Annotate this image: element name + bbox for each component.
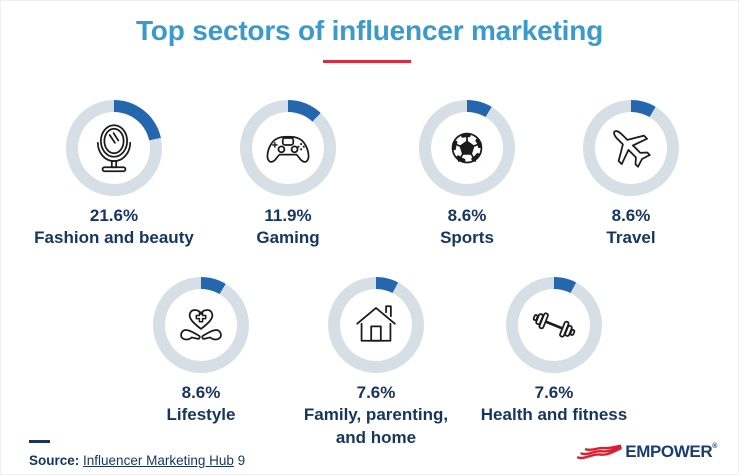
- house-icon: [356, 305, 396, 342]
- sector-label: Fashion and beauty: [34, 228, 194, 247]
- sector-family-parenting-home: 7.6% Family, parenting, and home: [288, 277, 464, 449]
- sector-percentage: 8.6%: [611, 206, 651, 225]
- game-controller-icon: [266, 135, 310, 163]
- logo-text: EMPOWER ®: [625, 442, 717, 462]
- dumbbell-icon: [532, 312, 576, 338]
- empower-logo: EMPOWER ®: [576, 442, 717, 462]
- logo-wordmark: EMPOWER: [625, 442, 713, 461]
- sector-label: Gaming: [256, 228, 320, 247]
- donut-ring: [328, 277, 424, 373]
- sector-label: Lifestyle: [166, 405, 236, 424]
- source-line: Source: Influencer Marketing Hub 9: [29, 453, 245, 468]
- heart-in-hands-icon: [180, 309, 222, 341]
- donut-hole: [78, 112, 150, 184]
- donut-hole: [165, 289, 237, 361]
- sector-sports: 8.6% Sports: [379, 100, 555, 249]
- sector-fashion-and-beauty: 21.6% Fashion and beauty: [26, 100, 202, 249]
- sector-percentage: 8.6%: [181, 383, 221, 402]
- sector-label: Health and fitness: [480, 405, 628, 424]
- registered-mark: ®: [712, 443, 717, 450]
- soccer-ball-icon: [451, 132, 483, 164]
- source-prefix: Source:: [29, 453, 80, 468]
- sector-travel: 8.6% Travel: [543, 100, 719, 249]
- donut-hole: [595, 112, 667, 184]
- donut-ring: [583, 100, 679, 196]
- donut-hole: [252, 112, 324, 184]
- sector-percentage: 11.9%: [264, 206, 312, 225]
- donut-ring: [66, 100, 162, 196]
- source-dash: [29, 440, 50, 443]
- sector-health-and-fitness: 7.6% Health and fitness: [466, 277, 642, 426]
- donut-hole: [340, 289, 412, 361]
- donut-ring: [419, 100, 515, 196]
- donut-ring: [153, 277, 249, 373]
- sector-label: Family, parenting, and home: [303, 405, 449, 447]
- title-underline: [323, 60, 411, 63]
- page-title: Top sectors of influencer marketing: [135, 15, 604, 46]
- donut-ring: [506, 277, 602, 373]
- donut-ring: [240, 100, 336, 196]
- sector-label: Travel: [606, 228, 656, 247]
- sector-percentage: 7.6%: [356, 383, 396, 402]
- donut-hole: [431, 112, 503, 184]
- mirror-icon: [96, 124, 132, 173]
- sector-percentage: 21.6%: [89, 206, 139, 225]
- source-link[interactable]: Influencer Marketing Hub: [83, 453, 234, 468]
- sector-percentage: 7.6%: [534, 383, 574, 402]
- sector-gaming: 11.9% Gaming: [200, 100, 376, 249]
- sector-label: Sports: [440, 228, 494, 247]
- donut-hole: [518, 289, 590, 361]
- sector-lifestyle: 8.6% Lifestyle: [113, 277, 289, 426]
- logo-swoosh-icon: [577, 444, 622, 460]
- source-suffix: 9: [237, 453, 246, 468]
- sector-percentage: 8.6%: [447, 206, 487, 225]
- airplane-icon: [613, 130, 651, 168]
